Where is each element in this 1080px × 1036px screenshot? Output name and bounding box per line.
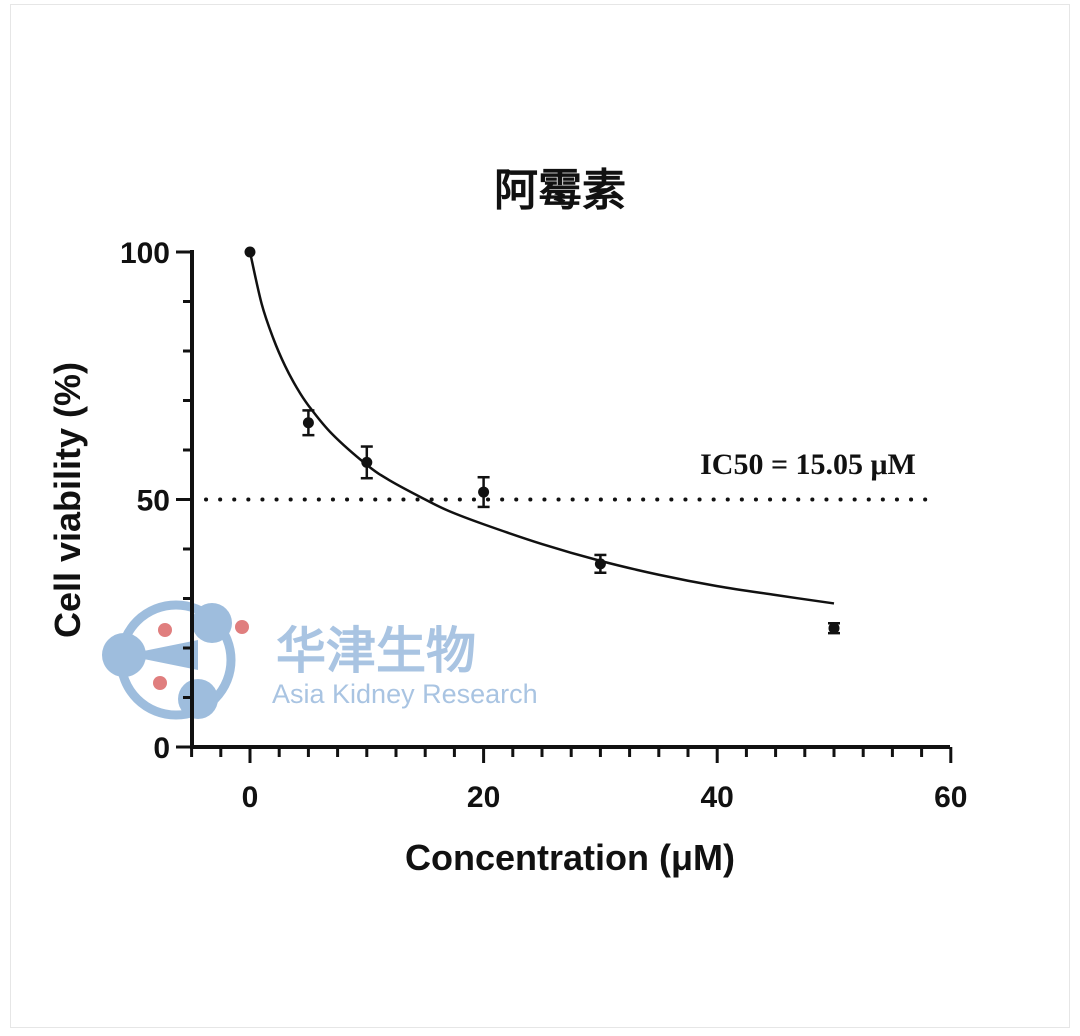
logo-dot-1 bbox=[158, 623, 172, 637]
x-tick-label: 40 bbox=[701, 781, 734, 814]
y-tick-label: 50 bbox=[137, 485, 170, 518]
data-point bbox=[594, 558, 606, 570]
y-tick-label: 0 bbox=[153, 732, 170, 765]
axes: 0 50 100 0 20 40 60 bbox=[120, 237, 968, 814]
logo-dot-3 bbox=[153, 676, 167, 690]
chart-frame bbox=[10, 4, 1070, 1028]
fit-curve-group bbox=[248, 251, 835, 605]
watermark-name-en: Asia Kidney Research bbox=[272, 679, 538, 709]
data-point bbox=[302, 417, 314, 429]
data-point bbox=[361, 456, 373, 468]
x-tick-label: 20 bbox=[467, 781, 500, 814]
chart-title: 阿霉素 bbox=[494, 165, 626, 216]
watermark-name-cn: 华津生物 bbox=[276, 622, 476, 680]
data-point bbox=[244, 246, 256, 258]
logo-node-bottom bbox=[178, 679, 218, 719]
fit-curve bbox=[248, 251, 835, 605]
logo-dot-2 bbox=[235, 620, 249, 634]
logo-connector bbox=[124, 640, 198, 670]
x-axis-label: Concentration (μM) bbox=[405, 837, 735, 878]
y-axis-label: Cell viability (%) bbox=[47, 362, 88, 638]
data-point bbox=[828, 622, 840, 634]
logo-node-left bbox=[102, 633, 146, 677]
data-points bbox=[244, 246, 840, 635]
x-tick-label: 0 bbox=[242, 781, 259, 814]
x-tick-label: 60 bbox=[934, 781, 967, 814]
logo-node-top bbox=[192, 603, 232, 643]
ic50-annotation: IC50 = 15.05 μM bbox=[700, 448, 916, 481]
y-tick-label: 100 bbox=[120, 237, 170, 270]
watermark-logo: 华津生物 Asia Kidney Research bbox=[102, 600, 538, 720]
data-point bbox=[478, 486, 490, 498]
